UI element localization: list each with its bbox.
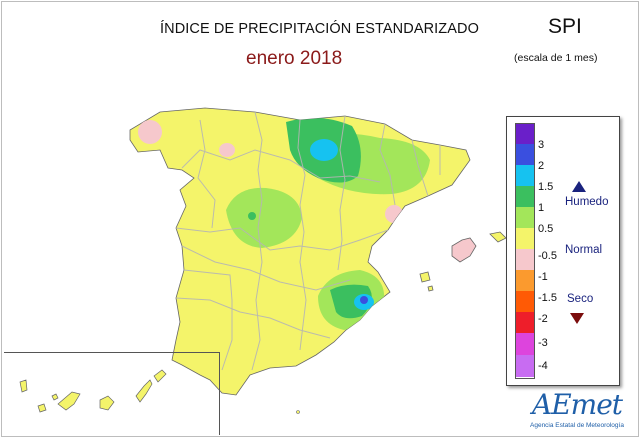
legend-color-swatch bbox=[516, 355, 534, 377]
area-dry-leon bbox=[219, 143, 235, 157]
aemet-logo-subtitle: Agencia Estatal de Meteorología bbox=[530, 422, 624, 429]
legend-color-swatch bbox=[516, 333, 534, 355]
area-wet-center-dot bbox=[248, 212, 256, 220]
formentera-island bbox=[427, 285, 434, 292]
legend-tick: 0.5 bbox=[538, 223, 554, 235]
legend-tick: 2 bbox=[538, 160, 545, 172]
legend-tick: 1.5 bbox=[538, 181, 554, 193]
legend-tick: -2 bbox=[538, 313, 548, 325]
legend-category-dry: Seco bbox=[567, 293, 594, 305]
legend-category-wet: Humedo bbox=[565, 196, 609, 208]
legend-tick: 3 bbox=[538, 139, 545, 151]
canary-islands-inset-frame bbox=[4, 352, 220, 435]
area-dry-castellon bbox=[385, 205, 403, 223]
ibiza-island bbox=[419, 271, 431, 283]
area-wet-east bbox=[330, 284, 372, 319]
legend-color-swatch bbox=[516, 186, 534, 207]
dry-arrow-icon bbox=[570, 313, 584, 324]
mallorca-island bbox=[451, 237, 477, 263]
canary-islands bbox=[19, 369, 167, 413]
legend-tick: -4 bbox=[538, 360, 548, 372]
legend-color-swatch bbox=[516, 249, 534, 270]
area-very-wet-north bbox=[310, 139, 338, 161]
legend-tick: -1.5 bbox=[538, 292, 557, 304]
legend-category-normal: Normal bbox=[565, 244, 603, 256]
ceuta-dot bbox=[296, 410, 300, 414]
legend-color-swatch bbox=[516, 165, 534, 186]
menorca-island bbox=[489, 231, 507, 243]
legend-color-swatch bbox=[516, 312, 534, 333]
la-palma-island bbox=[19, 379, 28, 393]
aemet-logo-text: AEmet bbox=[532, 388, 623, 421]
spi-anomaly-layer bbox=[138, 117, 430, 330]
fuerteventura-island bbox=[135, 379, 153, 403]
map-title: ÍNDICE DE PRECIPITACIÓN ESTANDARIZADO bbox=[160, 21, 479, 37]
index-scale: (escala de 1 mes) bbox=[514, 52, 598, 64]
legend-color-swatch bbox=[516, 124, 534, 144]
index-name: SPI bbox=[548, 15, 582, 38]
legend-color-swatch bbox=[516, 207, 534, 228]
area-normal-wet-center bbox=[226, 187, 302, 248]
legend: 3 2 1.5 1 0.5 -0.5 -1 -1.5 -2 -3 -4 Hume… bbox=[506, 116, 620, 386]
legend-color-swatch bbox=[516, 144, 534, 165]
province-boundaries bbox=[175, 111, 441, 371]
tenerife-island bbox=[57, 391, 81, 411]
legend-tick: -1 bbox=[538, 271, 548, 283]
legend-color-swatch bbox=[516, 291, 534, 312]
aemet-logo: AEmet Agencia Estatal de Meteorología bbox=[528, 388, 628, 432]
legend-tick: 1 bbox=[538, 202, 545, 214]
legend-color-swatch bbox=[516, 270, 534, 291]
wet-arrow-icon bbox=[572, 181, 586, 192]
legend-tick: -3 bbox=[538, 337, 548, 349]
map-subtitle: enero 2018 bbox=[246, 48, 343, 69]
legend-color-swatch bbox=[516, 228, 534, 249]
legend-tick: -0.5 bbox=[538, 250, 557, 262]
el-hierro-island bbox=[37, 403, 47, 413]
la-gomera-island bbox=[51, 393, 59, 401]
legend-color-bar bbox=[515, 123, 535, 379]
lanzarote-island bbox=[153, 369, 167, 383]
gran-canaria-island bbox=[99, 395, 115, 411]
area-dry-galicia bbox=[138, 120, 162, 144]
area-extreme-wet-east bbox=[360, 296, 368, 304]
